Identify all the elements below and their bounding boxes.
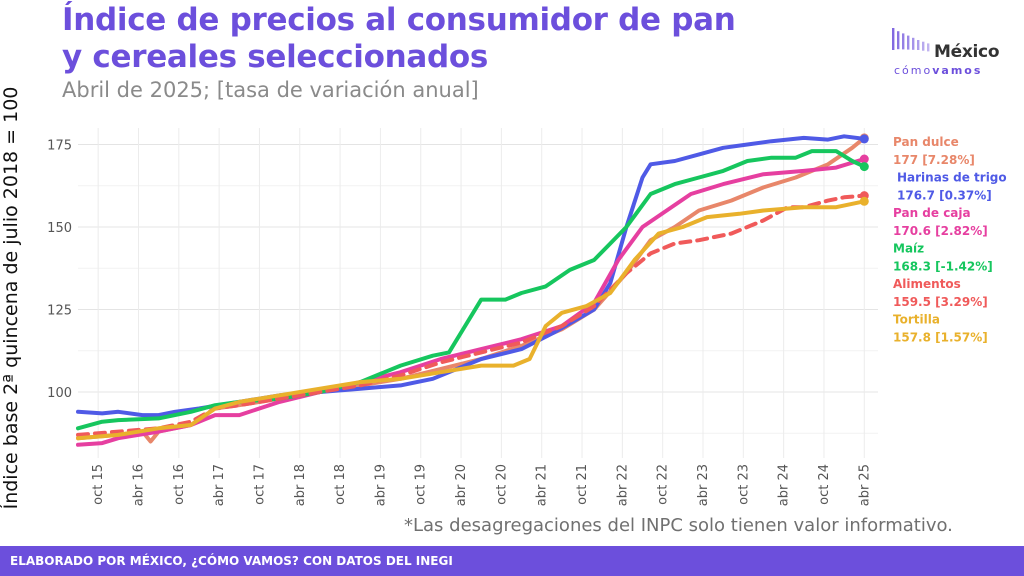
legend-value: 176.7 [0.37%]	[897, 189, 992, 203]
x-tick-label: abr 23	[696, 464, 711, 506]
logo-word: México	[934, 42, 1000, 62]
logo-tagline-bold: vamos	[932, 64, 983, 77]
x-tick-label: abr 21	[535, 464, 550, 506]
legend-value: 159.5 [3.29%]	[893, 295, 988, 309]
logo-bar	[907, 35, 910, 50]
x-tick-label: abr 16	[131, 464, 146, 506]
x-tick-label: abr 25	[857, 464, 872, 506]
series-endpoint-5	[859, 196, 869, 206]
x-tick-label: abr 24	[777, 464, 792, 506]
x-tick-labels: oct 15 abr 16 oct 16 abr 17 oct 17 abr 18 oct …	[91, 464, 872, 506]
legend-value: 168.3 [-1.42%]	[893, 260, 993, 274]
legend-value: 170.6 [2.82%]	[893, 224, 988, 238]
y-tick-label: 100	[47, 386, 72, 401]
legend-value: 177 [7.28%]	[893, 153, 975, 167]
y-tick-label: 150	[47, 221, 72, 236]
logo-tagline-light: cómo	[894, 64, 933, 77]
x-tick-label: oct 20	[494, 464, 509, 505]
legend-name: Maíz	[893, 242, 924, 256]
page-title: Índice de precios al consumidor de pan y…	[62, 2, 736, 75]
x-tick-label: oct 16	[172, 464, 187, 505]
series-endpoint-2	[859, 154, 869, 164]
footnote: *Las desagregaciones del INPC solo tiene…	[404, 515, 953, 536]
footer-credit: ELABORADO POR MÉXICO, ¿CÓMO VAMOS? CON D…	[0, 546, 1024, 576]
legend-name: Pan dulce	[893, 135, 959, 149]
series-line-3	[76, 149, 867, 431]
x-tick-label: oct 18	[333, 464, 348, 505]
series-line-0	[76, 135, 867, 444]
x-tick-label: abr 20	[454, 464, 469, 506]
logo-bar	[917, 40, 920, 50]
logo-bar	[897, 31, 900, 50]
legend-name: Tortilla	[893, 313, 940, 327]
y-tick-label: 175	[47, 139, 72, 154]
chart-legend: Pan dulce 177 [7.28%] Harinas de trigo 176.…	[893, 135, 1007, 345]
x-tick-label: oct 21	[575, 464, 590, 505]
logo-bar	[892, 28, 895, 50]
logo-bar	[927, 43, 930, 52]
x-tick-label: abr 18	[293, 464, 308, 506]
bar-waveform-icon	[892, 28, 930, 52]
logo-bar	[912, 37, 915, 50]
x-tick-label: abr 22	[615, 464, 630, 506]
x-tick-label: oct 24	[817, 464, 832, 505]
x-tick-label: oct 19	[414, 464, 429, 505]
series-line-2	[76, 157, 867, 447]
x-tick-label: oct 15	[91, 464, 106, 505]
legend-name: Harinas de trigo	[897, 171, 1007, 185]
logo-bar	[902, 33, 905, 50]
x-tick-label: abr 17	[212, 464, 227, 506]
legend-name: Pan de caja	[893, 206, 971, 220]
series-endpoint-1	[859, 134, 869, 144]
logo-tagline: cómovamos	[894, 64, 982, 77]
y-tick-labels: 100 125 150 175	[47, 139, 72, 402]
x-tick-label: oct 22	[656, 464, 671, 505]
x-tick-label: oct 17	[252, 464, 267, 505]
logo-bar	[922, 41, 925, 51]
chart-series	[76, 133, 869, 447]
series-endpoint-3	[859, 162, 869, 172]
legend-name: Alimentos	[893, 277, 961, 291]
chart-grid	[78, 128, 878, 458]
series-line-5	[76, 199, 867, 441]
x-tick-label: oct 23	[736, 464, 751, 505]
legend-value: 157.8 [1.57%]	[893, 331, 988, 345]
page-subtitle: Abril de 2025; [tasa de variación anual]	[62, 78, 479, 102]
y-tick-label: 125	[47, 304, 72, 319]
series-line-1	[76, 134, 867, 418]
x-tick-label: abr 19	[373, 464, 388, 506]
